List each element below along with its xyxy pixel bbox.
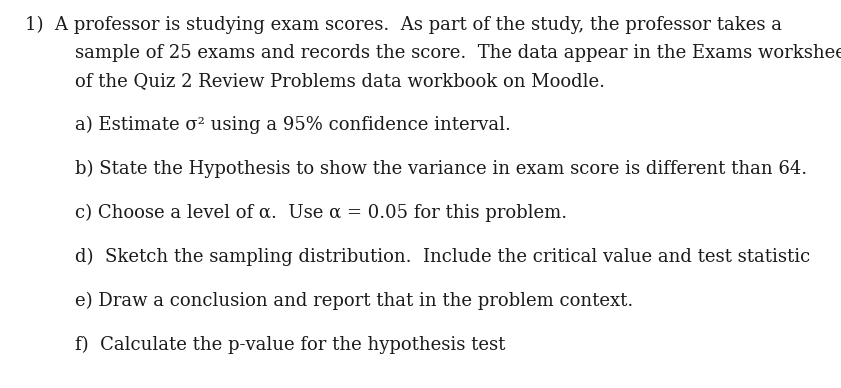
Text: sample of 25 exams and records the score.  The data appear in the Exams workshee: sample of 25 exams and records the score… [75,44,841,62]
Text: b) State the Hypothesis to show the variance in exam score is different than 64.: b) State the Hypothesis to show the vari… [75,160,807,178]
Text: e) Draw a conclusion and report that in the problem context.: e) Draw a conclusion and report that in … [75,292,633,310]
Text: 1)  A professor is studying exam scores.  As part of the study, the professor ta: 1) A professor is studying exam scores. … [25,16,782,34]
Text: d)  Sketch the sampling distribution.  Include the critical value and test stati: d) Sketch the sampling distribution. Inc… [75,248,810,266]
Text: a) Estimate σ² using a 95% confidence interval.: a) Estimate σ² using a 95% confidence in… [75,116,510,134]
Text: c) Choose a level of α.  Use α = 0.05 for this problem.: c) Choose a level of α. Use α = 0.05 for… [75,204,567,222]
Text: of the Quiz 2 Review Problems data workbook on Moodle.: of the Quiz 2 Review Problems data workb… [75,72,605,90]
Text: f)  Calculate the p-value for the hypothesis test: f) Calculate the p-value for the hypothe… [75,336,505,354]
